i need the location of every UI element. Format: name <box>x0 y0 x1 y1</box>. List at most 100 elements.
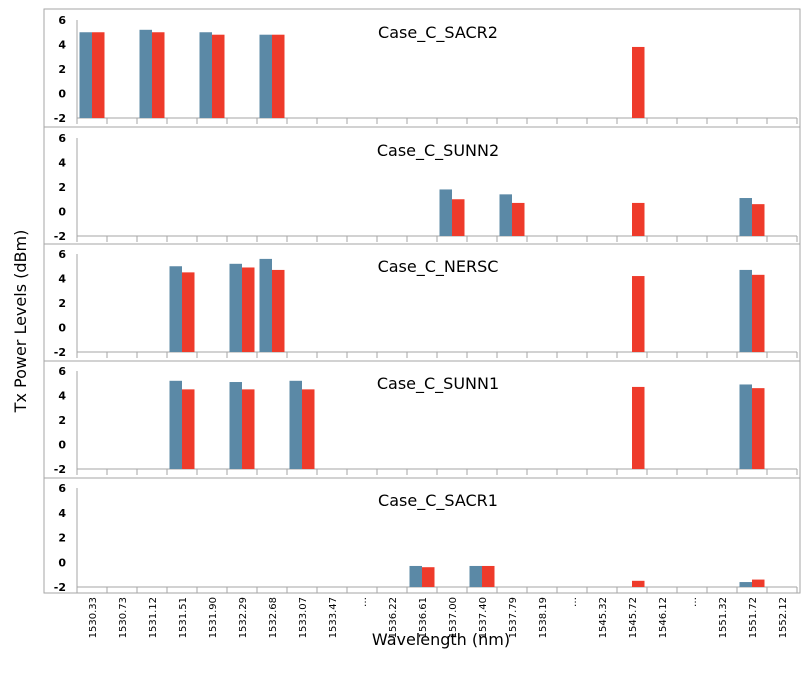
y-tick-label: -2 <box>54 230 66 243</box>
bar-red <box>302 389 315 469</box>
bar-red <box>182 389 195 469</box>
y-tick-label: 0 <box>58 556 66 569</box>
bar-red <box>632 46 645 119</box>
x-tick-label: 1551.32 <box>718 597 729 638</box>
bar-blue <box>289 380 302 469</box>
bar-blue <box>739 198 752 236</box>
panel-Case_C_SUNN1: -2 0 2 4 6 Case_C_SUNN1 <box>54 365 798 476</box>
y-tick-label: 0 <box>58 322 66 335</box>
y-tick-label: 2 <box>58 63 66 76</box>
bar-red <box>92 32 105 118</box>
bar-blue <box>499 194 512 236</box>
x-tick-label: 1537.79 <box>508 597 519 638</box>
chart-frame <box>43 8 801 594</box>
x-tick-label: 1537.00 <box>448 597 459 638</box>
y-tick-label: -2 <box>54 581 66 594</box>
x-tick-label: 1531.90 <box>208 597 219 638</box>
x-tick-label: 1531.12 <box>148 597 159 638</box>
bar-blue <box>739 582 752 587</box>
y-tick-label: 6 <box>58 482 66 495</box>
panel-Case_C_SACR1: -2 0 2 4 6 Case_C_SACR1 <box>54 482 798 594</box>
y-tick-label: 6 <box>58 14 66 27</box>
bar-blue <box>169 380 182 469</box>
y-tick-label: -2 <box>54 463 66 476</box>
bar-blue <box>169 266 182 352</box>
bar-blue <box>739 269 752 352</box>
x-tick-label: … <box>688 597 699 607</box>
panel-Case_C_SUNN2: -2 0 2 4 6 Case_C_SUNN2 <box>54 132 798 243</box>
y-tick-label: 6 <box>58 248 66 261</box>
bar-blue <box>139 29 152 118</box>
x-tick-label: 1536.61 <box>418 597 429 638</box>
bar-red <box>212 34 225 119</box>
y-tick-label: -2 <box>54 112 66 125</box>
bar-red <box>752 388 765 469</box>
panel-title: Case_C_SUNN2 <box>377 141 499 161</box>
x-tick-label: 1551.72 <box>748 597 759 638</box>
panel-Case_C_SACR2: -2 0 2 4 6 Case_C_SACR2 <box>54 14 798 125</box>
bar-red <box>272 34 285 119</box>
bar-red <box>452 199 465 236</box>
x-tick-label: 1533.07 <box>298 597 309 638</box>
bar-blue <box>469 565 482 587</box>
y-tick-label: 4 <box>58 39 66 52</box>
bar-blue <box>229 263 242 352</box>
y-tick-label: 0 <box>58 88 66 101</box>
bar-red <box>752 204 765 236</box>
y-tick-label: 2 <box>58 297 66 310</box>
y-tick-label: 4 <box>58 157 66 170</box>
bar-red <box>482 565 495 587</box>
bar-blue <box>259 34 272 119</box>
y-tick-label: 0 <box>58 439 66 452</box>
bar-red <box>182 272 195 352</box>
x-tick-label: 1533.47 <box>328 597 339 638</box>
bar-red <box>152 32 165 118</box>
panel-Case_C_NERSC: -2 0 2 4 6 Case_C_NERSC <box>54 248 798 359</box>
bar-red <box>242 267 255 352</box>
x-tick-label: 1545.72 <box>628 597 639 638</box>
bar-red <box>422 567 435 587</box>
x-tick-label: 1532.29 <box>238 597 249 638</box>
x-tick-label: 1530.33 <box>88 597 99 638</box>
y-tick-label: 0 <box>58 206 66 219</box>
x-tick-label: 1552.12 <box>778 597 789 638</box>
bar-blue <box>79 32 92 118</box>
x-tick-label: 1532.68 <box>268 597 279 638</box>
y-tick-label: -2 <box>54 346 66 359</box>
x-tick-label: 1546.12 <box>658 597 669 638</box>
y-tick-label: 4 <box>58 273 66 286</box>
x-axis: 1530.33 1530.73 1531.12 1531.51 1531.90 1532.… <box>88 597 789 638</box>
panel-title: Case_C_SUNN1 <box>377 374 499 394</box>
bar-red <box>242 389 255 469</box>
y-tick-label: 2 <box>58 414 66 427</box>
x-tick-label: 1536.22 <box>388 597 399 638</box>
x-tick-label: … <box>568 597 579 607</box>
x-tick-label: 1531.51 <box>178 597 189 638</box>
bar-blue <box>439 189 452 236</box>
panel-title: Case_C_SACR2 <box>378 23 498 43</box>
y-tick-label: 6 <box>58 132 66 145</box>
bar-red <box>632 580 645 587</box>
x-tick-label: 1537.40 <box>478 597 489 638</box>
bar-red <box>632 386 645 469</box>
y-tick-label: 4 <box>58 507 66 520</box>
panel-title: Case_C_SACR1 <box>378 491 498 511</box>
x-tick-label: 1538.19 <box>538 597 549 638</box>
panel-title: Case_C_NERSC <box>378 257 499 277</box>
x-tick-label: … <box>358 597 369 607</box>
bar-blue <box>739 384 752 469</box>
y-axis-label: Tx Power Levels (dBm) <box>11 230 30 414</box>
x-axis-label: Wavelength (nm) <box>372 630 510 649</box>
y-tick-label: 2 <box>58 181 66 194</box>
bar-blue <box>409 565 422 587</box>
bar-blue <box>259 258 272 352</box>
bar-red <box>512 202 525 236</box>
y-tick-label: 4 <box>58 390 66 403</box>
bar-blue <box>199 32 212 118</box>
x-tick-label: 1545.32 <box>598 597 609 638</box>
x-tick-label: 1530.73 <box>118 597 129 638</box>
bar-red <box>752 579 765 587</box>
bar-blue <box>229 382 242 469</box>
y-tick-label: 2 <box>58 532 66 545</box>
